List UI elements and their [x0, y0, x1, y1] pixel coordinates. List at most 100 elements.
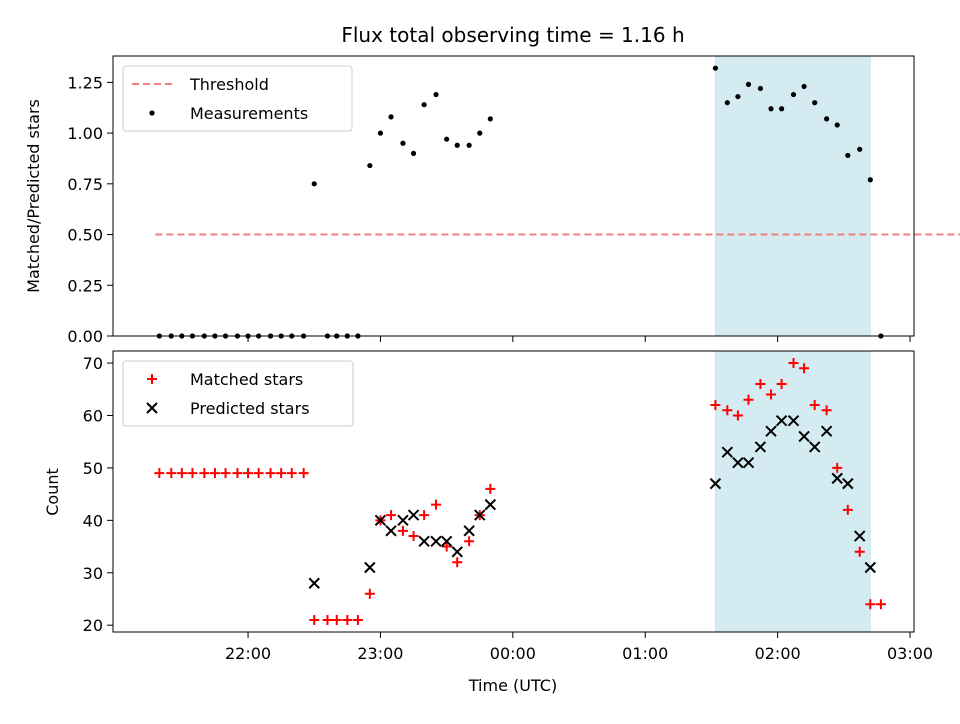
measurements-point — [421, 102, 427, 108]
measurements-legend-label: Measurements — [190, 104, 308, 123]
matched-stars-point — [364, 588, 375, 599]
matched-stars-point — [276, 468, 287, 479]
matched-stars-point — [408, 531, 419, 542]
matched-stars-point — [755, 379, 766, 390]
predicted-stars-point — [765, 425, 777, 437]
predicted-stars-point — [709, 477, 722, 490]
matched-stars-point — [875, 599, 886, 610]
top-y-axis-label: Matched/Predicted stars — [24, 99, 43, 293]
measurements-point — [857, 146, 863, 152]
matched-stars-point — [722, 405, 733, 416]
matched-stars-point — [154, 468, 165, 479]
predicted-stars-point — [831, 472, 843, 485]
top-y-tick-label: 0.75 — [67, 175, 103, 194]
matched-stars-point — [220, 468, 231, 479]
matched-stars-point — [865, 599, 876, 610]
predicted-stars-legend-swatch — [146, 402, 158, 414]
measurements-point — [845, 152, 851, 159]
measurements-point — [801, 83, 807, 90]
top-y-tick-label: 1.25 — [67, 73, 103, 92]
chart-title: Flux total observing time = 1.16 h — [341, 23, 684, 47]
matched-stars-point — [431, 499, 442, 510]
matched-stars-point — [809, 399, 820, 410]
bottom-y-tick-label: 30 — [83, 564, 103, 583]
measurements-point — [444, 136, 450, 142]
matched-stars-point — [298, 468, 309, 479]
measurements-point — [757, 85, 764, 92]
predicted-stars-point — [754, 441, 767, 453]
predicted-stars-point — [418, 535, 430, 548]
predicted-stars-point — [820, 425, 833, 437]
predicted-stars-point — [385, 525, 397, 537]
x-tick-label: 02:00 — [755, 644, 801, 663]
measurements-point — [712, 65, 719, 71]
matched-stars-point — [265, 468, 276, 479]
top-legend — [122, 65, 353, 132]
matched-stars-point — [419, 510, 430, 521]
measurements-point — [834, 122, 840, 128]
predicted-stars-point — [842, 477, 854, 490]
matched-stars-point — [352, 614, 363, 625]
predicted-stars-point — [374, 514, 387, 527]
matched-stars-point — [342, 614, 353, 625]
matched-stars-point — [854, 546, 865, 557]
measurements-point — [367, 162, 373, 169]
matched-stars-point — [253, 468, 264, 479]
measurements-point — [867, 177, 873, 183]
matched-stars-point — [176, 468, 187, 479]
measurements-point — [768, 106, 774, 112]
bottom-axes-frame — [112, 350, 915, 633]
measurements-point — [454, 142, 460, 148]
x-tick-label: 03:00 — [887, 644, 933, 663]
x-tick-label: 01:00 — [622, 644, 668, 663]
measurements-point — [400, 140, 406, 146]
matched-stars-point — [842, 504, 853, 515]
top-y-tick-label: 1.00 — [67, 124, 103, 143]
matched-stars-point — [452, 557, 463, 568]
predicted-stars-point — [440, 535, 453, 548]
measurements-point — [745, 81, 752, 88]
predicted-stars-point — [308, 577, 320, 589]
x-tick-label: 00:00 — [490, 644, 536, 663]
top-axes-frame — [112, 55, 915, 337]
matched-stars-point — [732, 410, 743, 421]
predicted-stars-point — [407, 509, 420, 521]
bottom-y-tick-label: 50 — [83, 459, 103, 478]
matched-stars-point — [386, 510, 397, 521]
measurements-legend-swatch — [149, 110, 155, 116]
matched-stars-legend-label: Matched stars — [190, 370, 303, 389]
predicted-stars-point — [463, 525, 475, 537]
measurements-point — [790, 91, 797, 98]
predicted-stars-point — [854, 530, 866, 542]
x-tick-label: 22:00 — [225, 644, 271, 663]
x-tick-label: 23:00 — [357, 644, 403, 663]
top-highlight-band — [715, 55, 871, 337]
measurements-point — [487, 116, 493, 122]
predicted-stars-point — [732, 456, 744, 469]
top-panel: 0.00 0.25 0.50 0.75 1.00 1.25 Threshold Measure… — [67, 55, 960, 346]
measurements-point — [477, 130, 483, 136]
predicted-stars-point — [775, 415, 788, 427]
matched-stars-point — [322, 614, 333, 625]
matched-stars-point — [331, 614, 342, 625]
bottom-y-tick-label: 60 — [83, 406, 103, 425]
measurements-point — [466, 142, 472, 148]
measurements-point — [377, 130, 384, 136]
bottom-highlight-band — [715, 350, 871, 633]
matched-stars-point — [166, 468, 177, 479]
matched-stars-point — [187, 468, 198, 479]
predicted-stars-point — [451, 546, 463, 558]
measurements-point — [410, 150, 417, 156]
matched-stars-point — [832, 462, 843, 473]
predicted-stars-point — [484, 498, 497, 511]
measurements-point — [311, 181, 317, 187]
measurements-point — [824, 116, 830, 122]
bottom-y-axis-label: Count — [43, 468, 62, 516]
matched-stars-legend-swatch — [147, 374, 157, 384]
matched-stars-point — [441, 541, 452, 552]
predicted-stars-legend-label: Predicted stars — [190, 399, 310, 418]
measurements-point — [735, 93, 741, 100]
bottom-y-tick-label: 70 — [83, 354, 103, 373]
predicted-stars-point — [397, 514, 409, 527]
matched-stars-point — [232, 468, 243, 479]
